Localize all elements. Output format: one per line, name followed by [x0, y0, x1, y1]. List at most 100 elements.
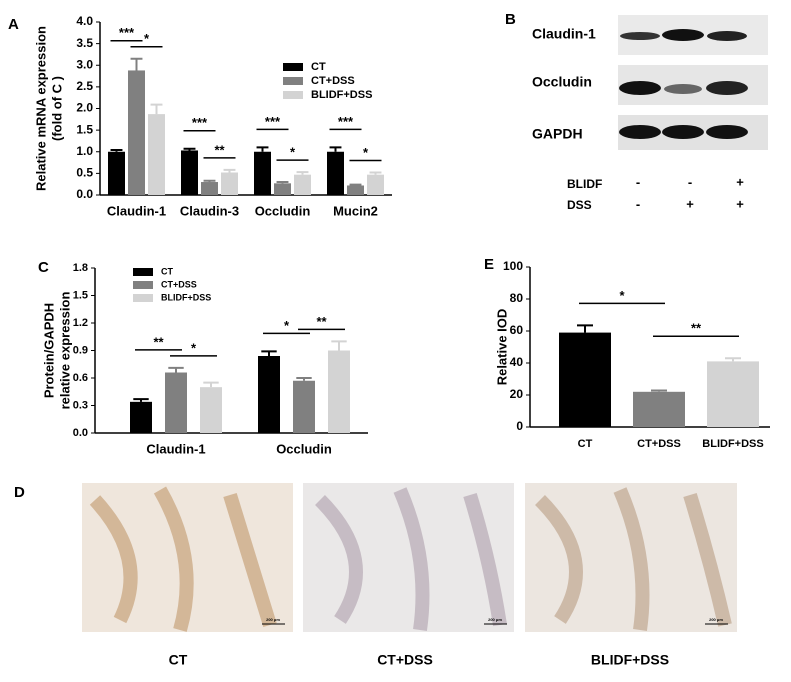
error-bar — [183, 147, 196, 151]
y-tick-label: 3.0 — [76, 57, 93, 71]
bar — [559, 332, 611, 427]
y-tick-label: 0.9 — [73, 344, 88, 356]
error-bar — [369, 171, 382, 175]
y-tick-label: 1.5 — [73, 289, 88, 301]
y-axis-label: relative expression — [57, 292, 72, 410]
error-bar — [130, 57, 143, 71]
y-tick-label: 1.2 — [73, 317, 88, 329]
panel-label: E — [484, 256, 494, 273]
error-bar — [651, 389, 667, 392]
x-tick-label: Claudin-3 — [180, 203, 239, 218]
bar — [130, 401, 152, 433]
image-caption: CT — [169, 652, 188, 668]
scale-bar-label: 200 μm — [709, 617, 723, 622]
bar — [108, 151, 125, 195]
error-bar — [296, 171, 309, 175]
x-tick-label: CT — [578, 438, 593, 450]
bar — [367, 174, 384, 195]
bar — [148, 114, 165, 195]
significance-label: * — [284, 318, 290, 333]
y-axis-label: (fold of C ) — [49, 76, 64, 141]
error-bar — [168, 366, 184, 373]
legend-swatch — [283, 77, 303, 85]
image-caption: CT+DSS — [377, 652, 433, 668]
blot-row-label: GAPDH — [532, 126, 583, 142]
error-bar — [725, 357, 741, 362]
blot-images — [618, 15, 768, 150]
error-bar — [276, 181, 289, 184]
significance-label: ** — [153, 334, 164, 349]
y-axis-label: Relative mRNA expression — [33, 26, 48, 191]
significance-label: *** — [338, 114, 354, 129]
error-bar — [110, 149, 123, 152]
blot-row-label: Occludin — [532, 74, 592, 90]
error-bar — [331, 340, 347, 351]
y-tick-label: 0.6 — [73, 372, 88, 384]
bar — [201, 182, 218, 195]
bar — [294, 174, 311, 195]
y-tick-label: 0.0 — [76, 187, 93, 201]
treatment-label: BLIDF — [567, 177, 602, 191]
bar — [200, 387, 222, 433]
error-bar — [223, 168, 236, 173]
treatment-sign: - — [688, 174, 692, 189]
scale-bar-label: 200 μm — [266, 617, 280, 622]
significance-label: *** — [265, 114, 281, 129]
significance-label: *** — [192, 115, 208, 130]
error-bar — [329, 146, 342, 152]
legend-swatch — [133, 281, 153, 289]
bar — [328, 350, 350, 433]
error-bar — [203, 381, 219, 388]
significance-label: * — [363, 145, 369, 160]
significance-label: * — [191, 340, 197, 355]
x-tick-label: Occludin — [276, 441, 332, 456]
x-tick-label: CT+DSS — [637, 438, 681, 450]
treatment-sign: - — [636, 174, 640, 189]
y-tick-label: 0 — [516, 419, 523, 433]
y-axis-label: Protein/GAPDH — [41, 303, 56, 398]
bar — [327, 151, 344, 195]
blot-row-label: Claudin-1 — [532, 26, 596, 42]
scale-bar-label: 200 μm — [488, 617, 502, 622]
bar — [221, 172, 238, 195]
error-bar — [133, 398, 149, 402]
treatment-sign: + — [686, 196, 694, 211]
bar — [128, 70, 145, 195]
panel-label: C — [38, 259, 49, 276]
y-tick-label: 1.5 — [76, 122, 93, 136]
y-tick-label: 2.5 — [76, 79, 93, 93]
significance-label: * — [619, 288, 625, 303]
panel-label: D — [14, 484, 25, 501]
y-tick-label: 1.8 — [73, 262, 88, 274]
bar — [165, 372, 187, 433]
histology-images — [82, 483, 737, 632]
y-tick-label: 100 — [503, 259, 523, 273]
bar — [347, 185, 364, 195]
legend-label: CT+DSS — [161, 279, 197, 289]
x-tick-label: BLIDF+DSS — [702, 438, 763, 450]
legend-label: BLIDF+DSS — [311, 89, 372, 101]
bar — [293, 380, 315, 433]
significance-label: * — [144, 31, 150, 46]
legend-label: BLIDF+DSS — [161, 292, 211, 302]
error-bar — [296, 377, 312, 381]
y-tick-label: 0.5 — [76, 166, 93, 180]
y-tick-label: 60 — [510, 323, 524, 337]
error-bar — [150, 103, 163, 115]
y-tick-label: 2.0 — [76, 101, 93, 115]
y-tick-label: 40 — [510, 355, 524, 369]
bar — [258, 356, 280, 433]
x-tick-label: Mucin2 — [333, 203, 378, 218]
y-tick-label: 0.0 — [73, 427, 88, 439]
image-caption: BLIDF+DSS — [591, 652, 669, 668]
treatment-sign: - — [636, 196, 640, 211]
legend-label: CT+DSS — [311, 75, 355, 87]
significance-label: *** — [119, 25, 135, 40]
bar — [274, 183, 291, 195]
x-tick-label: Claudin-1 — [146, 441, 205, 456]
legend-swatch — [133, 268, 153, 276]
error-bar — [203, 179, 216, 183]
x-tick-label: Claudin-1 — [107, 203, 166, 218]
panel-label: B — [505, 11, 516, 28]
